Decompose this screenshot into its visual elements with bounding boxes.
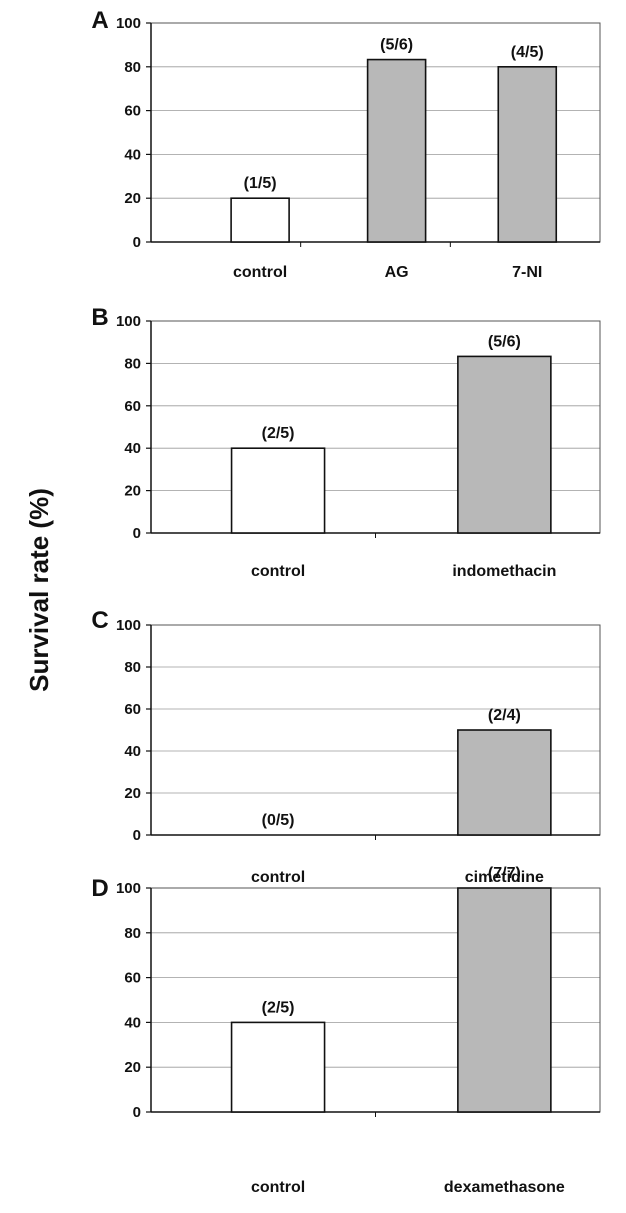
- bar-value-label: (4/5): [511, 44, 544, 61]
- chart-panels: A 0 20 40 60 80 100 (1/5) control (5/6) AG (4/5) 7-N…: [91, 7, 601, 1196]
- bar-ag: [366, 58, 427, 243]
- y-tick-label: 60: [124, 970, 141, 987]
- panel-a: A 0 20 40 60 80 100 (1/5) control (5/6) AG (4/5) 7-N…: [91, 7, 601, 281]
- panel-letter: D: [91, 875, 108, 902]
- y-tick-label: 100: [116, 880, 141, 897]
- panel-d: D 0 20 40 60 80 100 (2/5) control (7/7) dexamethas…: [91, 865, 601, 1196]
- y-tick-label: 100: [116, 617, 141, 634]
- y-axis-title: Survival rate (%): [24, 488, 54, 692]
- category-label: control: [251, 563, 305, 580]
- y-tick-label: 40: [124, 440, 141, 457]
- bar-value-label: (5/6): [380, 37, 413, 54]
- y-tick-label: 80: [124, 355, 141, 372]
- bar-control: [230, 447, 326, 534]
- y-tick-label: 100: [116, 313, 141, 330]
- y-tick-label: 20: [124, 1059, 141, 1076]
- y-tick-label: 40: [124, 146, 141, 163]
- category-label: dexamethasone: [444, 1179, 565, 1196]
- panel-letter: C: [91, 607, 108, 634]
- y-tick-label: 80: [124, 59, 141, 76]
- y-tick-label: 40: [124, 1014, 141, 1031]
- y-tick-label: 60: [124, 398, 141, 415]
- y-tick-label: 40: [124, 743, 141, 760]
- y-tick-label: 0: [133, 827, 141, 844]
- category-label: control: [233, 264, 287, 281]
- y-tick-label: 80: [124, 925, 141, 942]
- bar-value-label: (2/5): [262, 999, 295, 1016]
- bar-dexamethasone: [457, 887, 552, 1113]
- y-tick-label: 60: [124, 103, 141, 120]
- category-label: AG: [385, 264, 409, 281]
- bar-value-label: (7/7): [488, 865, 521, 882]
- y-tick-label: 100: [116, 15, 141, 32]
- y-tick-label: 80: [124, 659, 141, 676]
- bar-value-label: (2/4): [488, 707, 521, 724]
- y-tick-label: 0: [133, 234, 141, 251]
- panel-letter: B: [91, 304, 108, 331]
- y-tick-label: 20: [124, 190, 141, 207]
- y-tick-label: 0: [133, 1104, 141, 1121]
- category-label: control: [251, 1179, 305, 1196]
- panel-b: B 0 20 40 60 80 100 (2/5) control (5/6) indomethac…: [91, 304, 601, 580]
- panel-c: C 0 20 40 60 80 100 (0/5) control (2/4) cimetidine: [91, 607, 601, 886]
- bar-control: [230, 197, 290, 243]
- category-label: control: [251, 869, 305, 886]
- bar-value-label: (5/6): [488, 333, 521, 350]
- bar-cimetidine: [457, 729, 552, 836]
- category-label: 7-NI: [512, 264, 542, 281]
- bar-value-label: (0/5): [262, 812, 295, 829]
- category-label: cimetidine: [465, 869, 544, 886]
- y-tick-label: 20: [124, 483, 141, 500]
- bar-value-label: (1/5): [244, 175, 277, 192]
- category-label: indomethacin: [452, 563, 556, 580]
- bar-value-label: (2/5): [262, 425, 295, 442]
- panel-letter: A: [91, 7, 108, 34]
- bar-7-ni: [497, 66, 558, 243]
- bar-indomethacin: [457, 355, 552, 534]
- y-tick-label: 60: [124, 701, 141, 718]
- bar-control: [230, 1021, 326, 1113]
- y-tick-label: 20: [124, 785, 141, 802]
- y-tick-label: 0: [133, 525, 141, 542]
